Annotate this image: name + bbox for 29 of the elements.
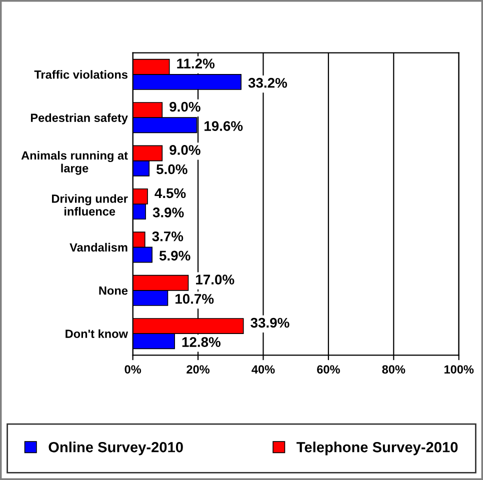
- data-label: 33.9%: [250, 318, 290, 328]
- data-label: 5.0%: [156, 164, 188, 174]
- y-tick-label: Pedestrian safety: [30, 113, 128, 124]
- y-tick-label: Traffic violations: [34, 70, 128, 79]
- data-label: 5.9%: [159, 250, 190, 261]
- x-tick-label: 80%: [382, 365, 406, 374]
- x-tick-label: 100%: [444, 365, 474, 374]
- y-tick-label: Driving under influence: [52, 194, 128, 216]
- data-label: 17.0%: [196, 274, 234, 284]
- data-label: 3.7%: [152, 231, 184, 242]
- data-label: 12.8%: [182, 337, 221, 347]
- x-tick-label: 60%: [317, 365, 340, 374]
- data-label: 9.0%: [170, 145, 200, 155]
- y-tick-label: Animals running at large: [21, 150, 128, 175]
- data-label: 19.6%: [204, 121, 243, 131]
- y-tick-label: None: [99, 286, 128, 295]
- data-label: 11.2%: [177, 58, 215, 68]
- data-label: 33.2%: [248, 78, 288, 88]
- y-tick-label: Don't know: [66, 329, 128, 338]
- x-tick-label: 20%: [186, 365, 210, 374]
- x-tick-label: 0%: [124, 365, 142, 374]
- x-tick-label: 40%: [252, 365, 275, 374]
- data-label: 10.7%: [176, 294, 214, 304]
- data-label: 4.5%: [154, 188, 186, 198]
- y-tick-label: Vandalism: [70, 242, 128, 252]
- legend-label: Online Survey-2010: [48, 442, 183, 456]
- legend-label: Telephone Survey-2010: [296, 442, 458, 456]
- data-label: 9.0%: [170, 102, 200, 112]
- data-label: 3.9%: [152, 208, 184, 218]
